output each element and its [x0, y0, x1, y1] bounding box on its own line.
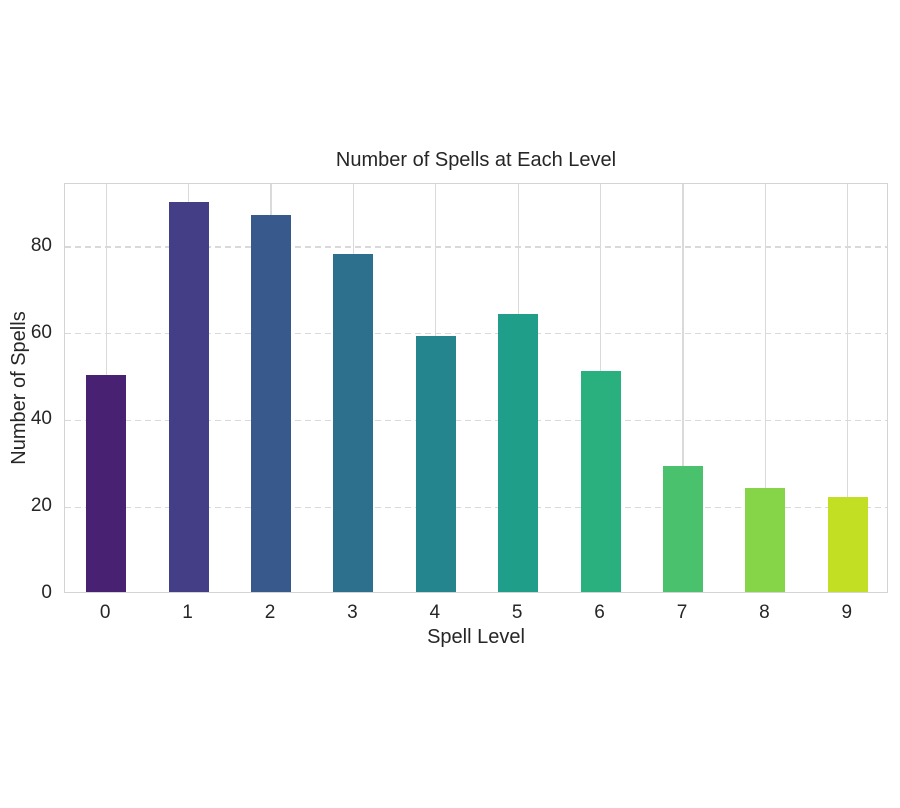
bar-level-9	[827, 496, 868, 592]
plot-area	[64, 183, 888, 593]
horizontal-gridline	[65, 419, 887, 422]
y-axis-label: Number of Spells	[8, 311, 30, 465]
bar-level-8	[745, 487, 786, 592]
chart-title: Number of Spells at Each Level	[335, 149, 617, 171]
x-tick-label: 4	[429, 602, 441, 623]
x-tick-label: 1	[182, 602, 193, 623]
vertical-gridline	[682, 184, 684, 592]
x-tick-label: 5	[511, 602, 523, 623]
y-tick-label: 60	[30, 321, 52, 343]
bar-level-3	[333, 253, 374, 592]
vertical-gridline	[764, 184, 767, 592]
x-tick-label: 8	[759, 602, 770, 623]
bar-level-5	[498, 314, 539, 592]
x-tick-label: 7	[676, 602, 688, 623]
x-tick-label: 0	[99, 602, 111, 623]
bar-level-7	[663, 466, 703, 592]
x-axis-label: Spell Level	[427, 626, 525, 648]
vertical-gridline	[847, 184, 849, 592]
y-tick-label: 20	[30, 495, 52, 517]
bar-level-0	[86, 375, 127, 592]
y-tick-label: 80	[30, 234, 52, 256]
y-tick-label: 40	[30, 408, 52, 430]
y-tick-label: 0	[41, 582, 52, 603]
x-tick-label: 2	[264, 602, 276, 623]
horizontal-gridline	[65, 332, 887, 335]
bar-level-6	[580, 370, 621, 592]
bar-level-1	[168, 201, 209, 592]
horizontal-gridline	[65, 506, 887, 508]
x-tick-label: 3	[347, 602, 358, 623]
horizontal-gridline	[65, 246, 887, 248]
bar-level-4	[415, 336, 456, 592]
x-tick-label: 6	[594, 602, 605, 623]
x-tick-label: 9	[841, 602, 853, 623]
bar-level-2	[251, 214, 291, 592]
